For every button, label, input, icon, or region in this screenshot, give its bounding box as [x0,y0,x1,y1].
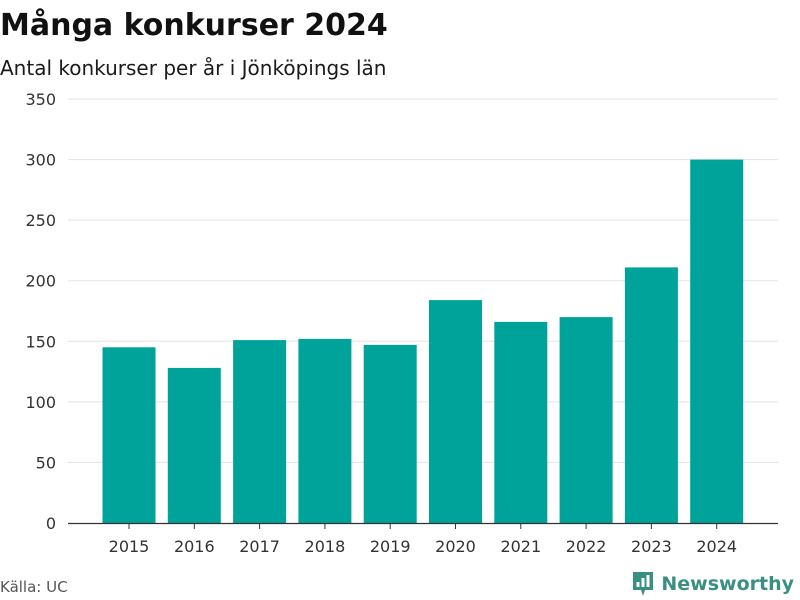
x-tick-label: 2019 [370,537,411,556]
bar-2016[interactable] [167,367,221,523]
chart-subtitle: Antal konkurser per år i Jönköpings län [0,56,387,80]
y-tick-label: 100 [25,393,56,412]
x-axis-ticks: 2015 2016 2017 2018 2019 2020 2021 2022 2023 2024 [109,523,737,556]
bar-2020[interactable] [429,300,482,523]
bar-2021[interactable] [494,321,548,523]
newsworthy-logo-icon [633,572,654,596]
x-tick-label: 2021 [500,537,541,556]
x-tick-label: 2022 [566,537,607,556]
bar-2017[interactable] [233,340,287,523]
bar-2023[interactable] [624,267,678,523]
newsworthy-brand[interactable]: Newsworthy [631,568,794,600]
y-tick-label: 50 [36,453,56,472]
y-tick-label: 350 [25,90,56,109]
x-tick-label: 2017 [239,537,280,556]
bar-2024[interactable] [690,159,744,523]
source-note: Källa: UC [0,578,68,596]
x-tick-label: 2018 [305,537,346,556]
y-tick-label: 250 [25,211,56,230]
bar-2022[interactable] [559,317,613,523]
chart-title: Många konkurser 2024 [0,8,388,43]
x-tick-label: 2023 [631,537,672,556]
y-tick-label: 0 [46,514,56,533]
y-tick-label: 300 [25,151,56,170]
y-axis-ticks: 0 50 100 150 200 250 300 350 [25,90,56,533]
x-tick-label: 2016 [174,537,215,556]
bar-2018[interactable] [298,338,352,523]
bar-2015[interactable] [102,347,156,523]
brand-name: Newsworthy [661,573,794,595]
y-tick-label: 150 [25,332,56,351]
x-tick-label: 2020 [435,537,476,556]
y-tick-label: 200 [25,272,56,291]
bar-2019[interactable] [363,344,417,523]
x-tick-label: 2015 [109,537,150,556]
x-tick-label: 2024 [696,537,737,556]
bars [102,159,744,523]
